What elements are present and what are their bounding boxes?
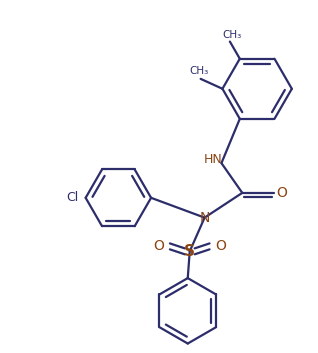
Text: O: O [154, 239, 164, 253]
Text: S: S [184, 244, 195, 259]
Text: HN: HN [204, 152, 223, 166]
Text: O: O [215, 239, 226, 253]
Text: CH₃: CH₃ [189, 66, 208, 76]
Text: N: N [199, 211, 210, 225]
Text: O: O [276, 186, 287, 200]
Text: CH₃: CH₃ [222, 30, 241, 40]
Text: Cl: Cl [67, 191, 79, 204]
